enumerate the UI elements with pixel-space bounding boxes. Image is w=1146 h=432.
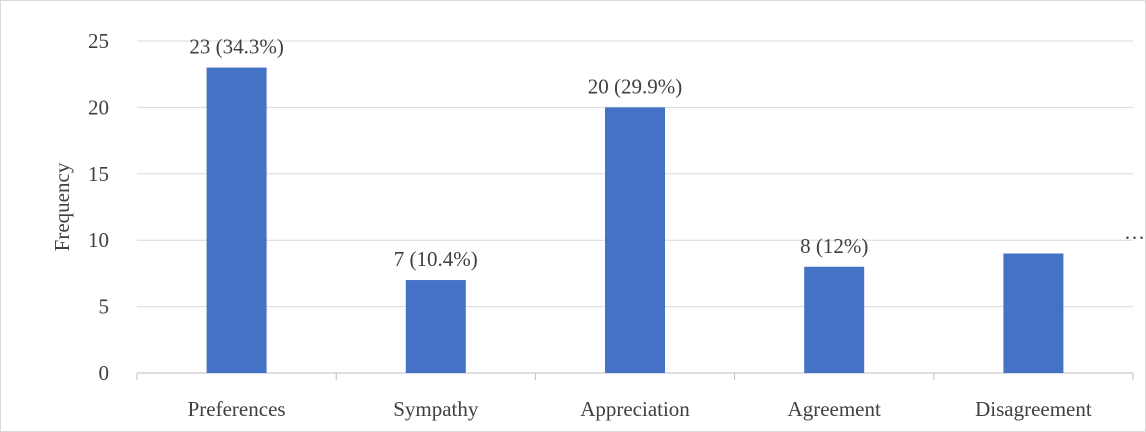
data-label: 8 (12%): [800, 234, 868, 258]
y-tick-label: 20: [88, 95, 109, 119]
y-tick-label: 0: [99, 361, 110, 385]
y-tick-label: 5: [99, 295, 110, 319]
category-labels: Preferences Sympathy Appreciation Agreement…: [188, 397, 1092, 421]
category-label: Appreciation: [580, 397, 690, 421]
bar-preferences: [206, 67, 267, 373]
data-label: 20 (29.9%): [588, 74, 682, 98]
data-label: …: [1124, 220, 1145, 244]
y-tick-label: 25: [88, 29, 109, 53]
bars: [206, 67, 1064, 374]
y-tick-label: 15: [88, 162, 109, 186]
bar-sympathy: [405, 280, 466, 373]
x-tick-marks: [136, 373, 1134, 380]
data-label: 7 (10.4%): [394, 247, 478, 271]
category-label: Agreement: [788, 397, 881, 421]
y-axis-title: Frequency: [50, 162, 74, 251]
category-label: Disagreement: [975, 397, 1092, 421]
data-label: 23 (34.3%): [189, 35, 283, 59]
category-label: Preferences: [188, 397, 286, 421]
category-label: Sympathy: [393, 397, 479, 421]
bar-disagreement: [1003, 253, 1064, 373]
data-labels: 23 (34.3%) 7 (10.4%) 20 (29.9%) 8 (12%) …: [189, 35, 1145, 271]
y-tick-labels: 0 5 10 15 20 25: [88, 29, 109, 385]
bar-appreciation: [605, 107, 665, 374]
bar-agreement: [804, 266, 865, 373]
y-tick-label: 10: [88, 228, 109, 252]
